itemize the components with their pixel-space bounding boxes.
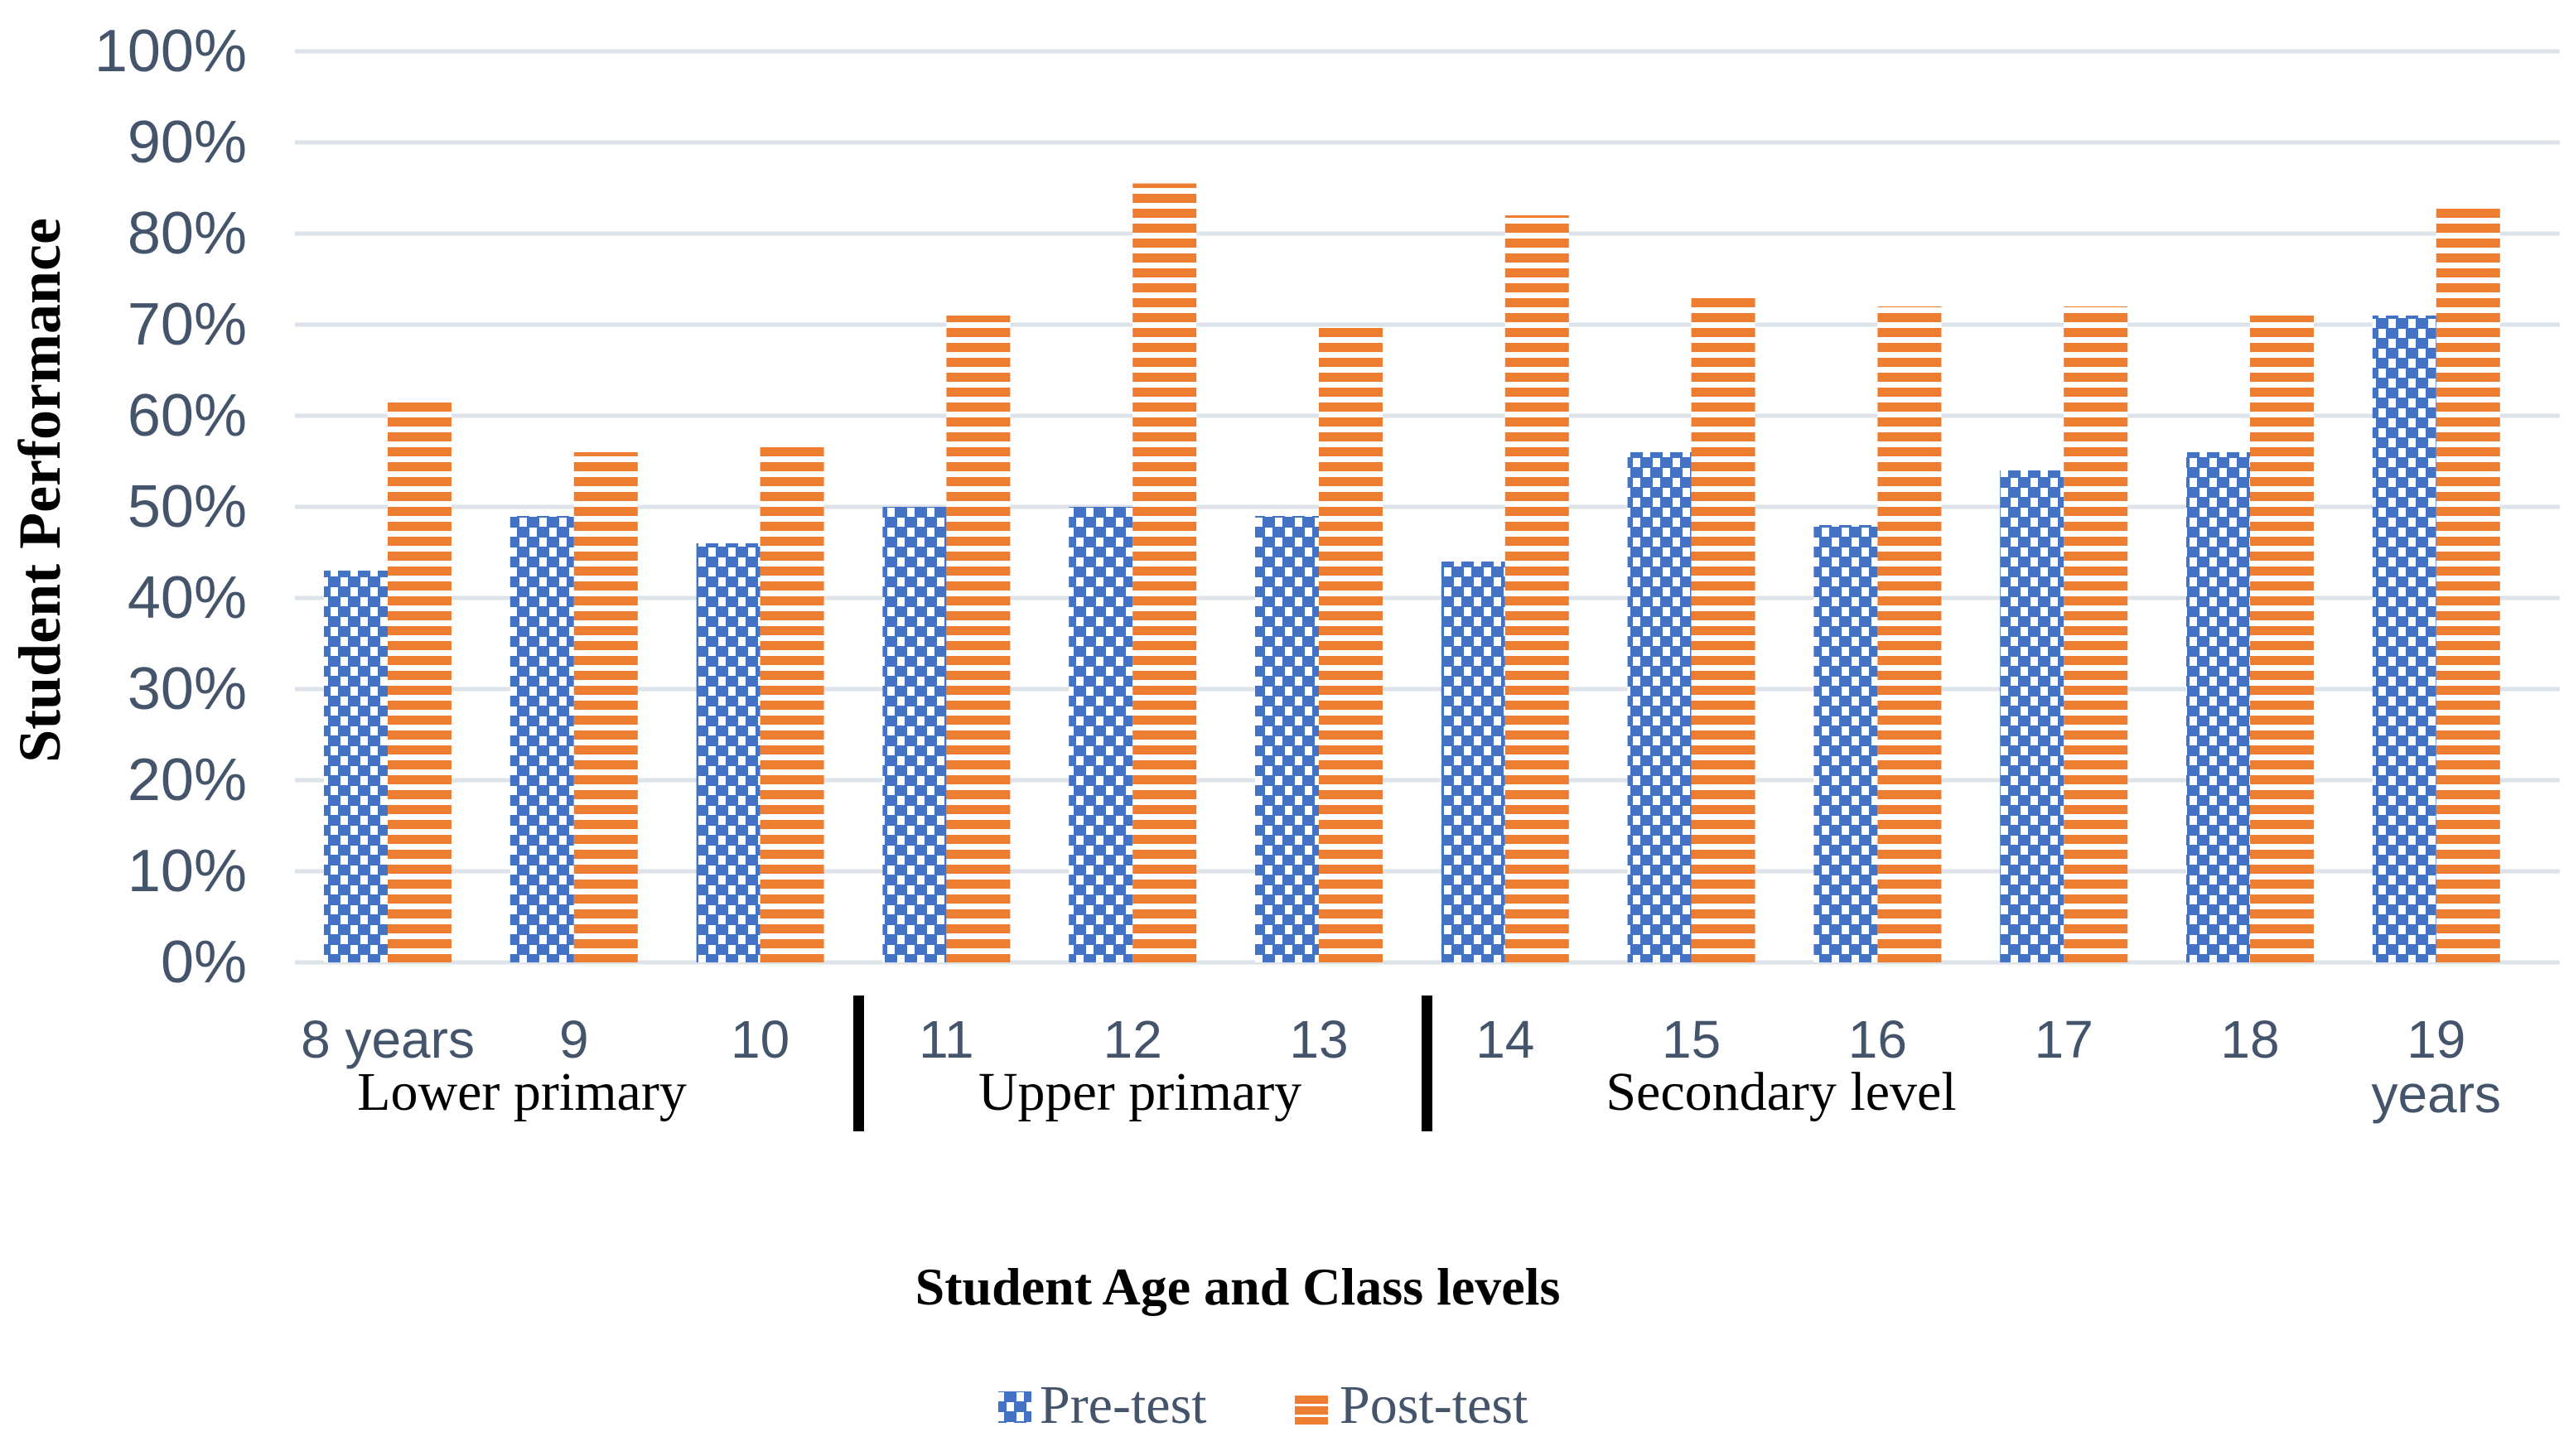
group-label-upper-primary: Upper primary (978, 1062, 1302, 1122)
bar-pre-test-13 (1255, 516, 1319, 962)
bar-pre-test-9 (509, 516, 574, 962)
bar-post-test-16 (1877, 306, 1942, 962)
group-divider-upper-secondary (1422, 996, 1432, 1131)
x-category-label-14: 14 (1475, 1010, 1535, 1069)
y-tick-label-70%: 70% (127, 292, 247, 358)
y-tick-label-10%: 10% (127, 838, 247, 904)
x-category-label-18: 18 (2220, 1010, 2280, 1069)
bar-pre-test-15 (1627, 452, 1692, 962)
group-label-secondary-level: Secondary level (1606, 1062, 1957, 1122)
y-tick-label-20%: 20% (127, 747, 247, 813)
y-tick-label-60%: 60% (127, 383, 247, 449)
bar-post-test-18 (2250, 316, 2314, 962)
bar-pre-test-12 (1069, 507, 1133, 962)
x-category-label-15: 15 (1662, 1010, 1721, 1069)
y-tick-label-50%: 50% (127, 474, 247, 540)
y-tick-label-90%: 90% (127, 109, 247, 176)
bar-post-test-15 (1691, 297, 1755, 962)
x-category-label-19-years: 19 years (2371, 1010, 2502, 1124)
legend-post-test-label: Post-test (1340, 1375, 1528, 1435)
bar-pre-test-16 (1813, 525, 1878, 962)
legend-post-test-swatch (1295, 1396, 1328, 1425)
y-tick-label-80%: 80% (127, 200, 247, 267)
bar-post-test-11 (946, 316, 1011, 962)
y-tick-label-0%: 0% (160, 929, 247, 996)
x-category-label-10: 10 (731, 1010, 790, 1069)
bar-pre-test-8-years (324, 571, 388, 962)
y-tick-label-40%: 40% (127, 565, 247, 631)
x-category-label-12: 12 (1103, 1010, 1162, 1069)
x-category-label-16: 16 (1847, 1010, 1907, 1069)
bar-post-test-8-years (388, 398, 451, 962)
bar-post-test-12 (1132, 183, 1197, 962)
group-divider-lower-upper (853, 996, 864, 1131)
x-axis-title: Student Age and Class levels (915, 1257, 1561, 1316)
bar-pre-test-18 (2186, 452, 2250, 962)
bar-post-test-10 (760, 443, 824, 962)
bar-pre-test-19-years (2372, 316, 2436, 962)
bar-post-test-9 (573, 452, 638, 962)
bar-post-test-14 (1504, 215, 1569, 962)
x-category-label-17: 17 (2034, 1010, 2093, 1069)
bar-post-test-17 (2064, 306, 2128, 962)
x-category-label-11: 11 (919, 1010, 974, 1069)
bar-pre-test-10 (696, 543, 761, 962)
x-category-label-8-years: 8 years (301, 1010, 475, 1069)
x-category-label-13: 13 (1289, 1010, 1349, 1069)
legend (998, 1391, 1328, 1425)
y-tick-label-100%: 100% (94, 18, 247, 84)
y-tick-label-30%: 30% (127, 656, 247, 722)
bar-post-test-13 (1319, 327, 1383, 962)
bar-pre-test-17 (2000, 470, 2064, 962)
bar-pre-test-14 (1441, 562, 1505, 962)
bars (324, 183, 2500, 962)
legend-pre-test-swatch (998, 1391, 1031, 1423)
x-category-label-9: 9 (559, 1010, 589, 1069)
bar-pre-test-11 (882, 507, 947, 962)
gridlines (295, 49, 2560, 965)
bar-post-test-19-years (2436, 206, 2500, 962)
group-label-lower-primary: Lower primary (357, 1062, 687, 1122)
legend-pre-test-label: Pre-test (1040, 1375, 1207, 1435)
